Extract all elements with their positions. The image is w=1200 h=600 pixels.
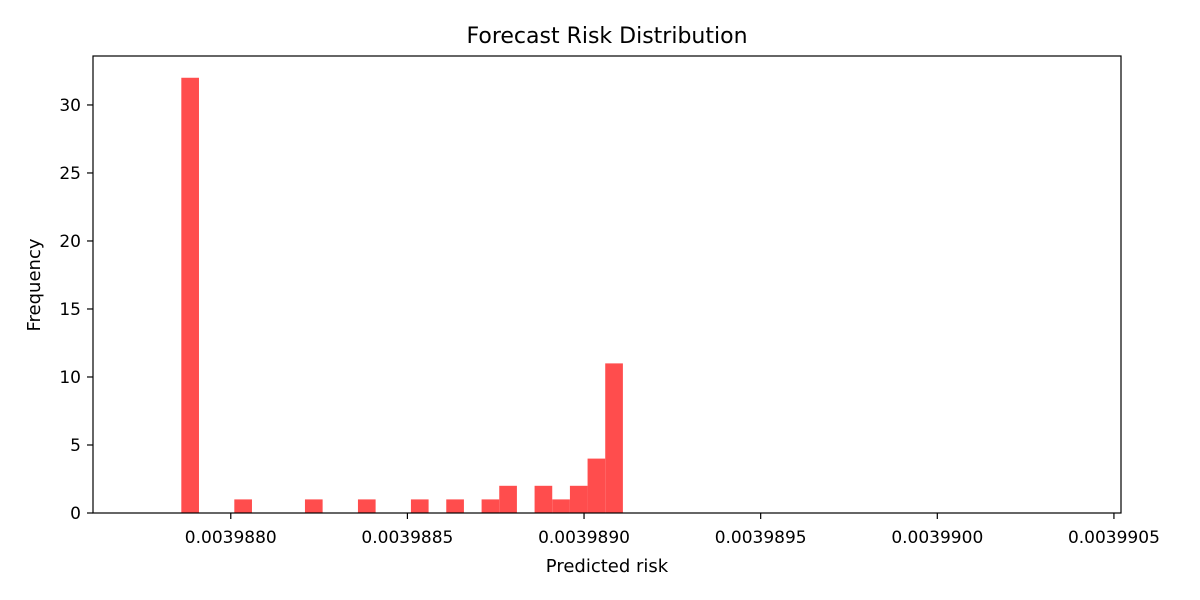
histogram-bar-18 [499,485,517,513]
x-tick-label-5: 0.0039905 [1068,528,1160,548]
y-axis: 0 5 10 15 20 25 30 [59,96,93,524]
histogram-bar-21 [552,499,570,513]
y-tick-label-0: 0 [70,504,81,524]
histogram-bar-13 [410,499,429,513]
chart-title: Forecast Risk Distribution [466,24,747,49]
y-tick-label-3: 15 [59,300,81,320]
histogram-bar-20 [534,485,553,513]
histogram-bar-22 [569,485,588,513]
y-tick-label-5: 25 [59,164,81,184]
histogram-bar-3 [234,499,252,513]
x-tick-label-0: 0.0039880 [185,528,277,548]
bars-group [181,77,623,513]
x-axis: 0.0039880 0.0039885 0.0039890 0.0039895 0.00… [185,513,1160,548]
histogram-bar-0 [181,77,199,513]
histogram-bar-15 [446,499,464,513]
y-tick-label-4: 20 [59,232,81,252]
histogram-bar-23 [587,458,606,513]
x-axis-label: Predicted risk [546,556,669,577]
y-tick-label-2: 10 [59,368,81,388]
y-tick-label-1: 5 [70,436,81,456]
histogram-bar-10 [357,499,376,513]
histogram-bar-17 [481,499,500,513]
x-tick-label-2: 0.0039890 [538,528,630,548]
histogram-bar-24 [605,363,623,513]
plot-frame [92,55,1122,514]
x-tick-label-1: 0.0039885 [361,528,453,548]
x-tick-label-3: 0.0039895 [715,528,807,548]
histogram-bar-7 [304,499,323,513]
x-tick-label-4: 0.0039900 [891,528,983,548]
y-axis-label: Frequency [24,238,45,331]
y-tick-label-6: 30 [59,96,81,116]
